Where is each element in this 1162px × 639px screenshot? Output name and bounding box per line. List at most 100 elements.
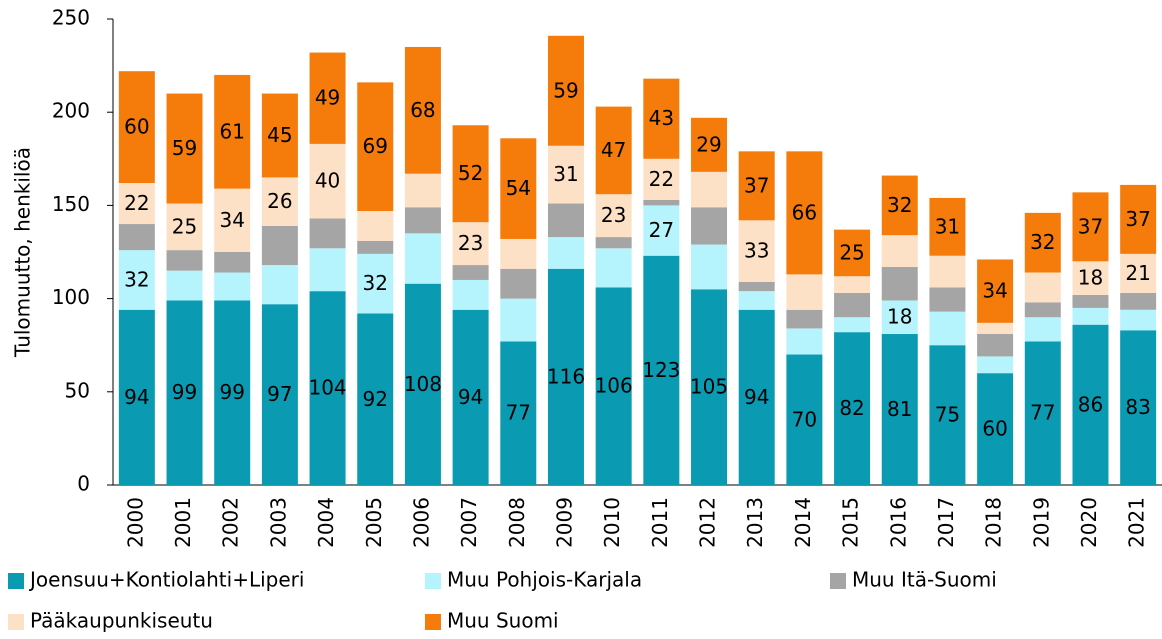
data-label: 37 xyxy=(1078,214,1103,238)
bar-segment xyxy=(118,183,155,225)
bar-segment xyxy=(786,274,823,310)
x-tick-label: 2000 xyxy=(123,497,147,548)
bar-segment xyxy=(834,293,871,318)
bar-segment xyxy=(929,287,966,312)
data-label: 99 xyxy=(172,380,197,404)
bar-segment xyxy=(309,143,346,219)
bar-segment xyxy=(834,317,871,333)
data-label: 33 xyxy=(744,239,769,263)
data-label: 52 xyxy=(458,161,483,185)
bar-segment xyxy=(404,173,441,208)
y-tick-label: 150 xyxy=(52,192,90,216)
bar-segment xyxy=(452,125,489,223)
bar-segment xyxy=(500,238,537,269)
data-label: 106 xyxy=(595,374,633,398)
bar-segment xyxy=(738,220,775,282)
x-tick-label: 2021 xyxy=(1125,497,1149,548)
data-label: 83 xyxy=(1125,395,1150,419)
x-tick-label: 2015 xyxy=(839,497,863,548)
bar-segment xyxy=(214,252,251,273)
bar-segment xyxy=(309,52,346,144)
bar-segment xyxy=(881,300,918,335)
bar-segment xyxy=(261,177,298,226)
data-label: 99 xyxy=(219,380,244,404)
y-tick-label: 100 xyxy=(52,285,90,309)
data-label: 25 xyxy=(172,214,197,238)
bar-segment xyxy=(691,117,728,172)
x-tick-label: 2002 xyxy=(219,497,243,548)
bar-segment xyxy=(1072,307,1109,325)
bar-segment xyxy=(214,188,251,252)
bar-segment xyxy=(309,218,346,249)
data-label: 37 xyxy=(744,173,769,197)
bar-segment xyxy=(595,287,632,485)
data-label: 75 xyxy=(935,403,960,427)
bar-segment xyxy=(309,248,346,292)
bar-segment xyxy=(1120,293,1157,310)
x-tick-label: 2006 xyxy=(409,497,433,548)
bar-segment xyxy=(500,341,537,485)
data-label: 29 xyxy=(696,132,721,156)
bar-segment xyxy=(929,255,966,288)
bar-segment xyxy=(166,203,203,251)
x-tick-label: 2004 xyxy=(314,497,338,548)
x-tick-label: 2013 xyxy=(743,497,767,548)
data-label: 70 xyxy=(792,407,817,431)
bar-segment xyxy=(1024,212,1061,273)
x-tick-label: 2008 xyxy=(505,497,529,548)
x-tick-label: 2001 xyxy=(171,497,195,548)
legend-label: Muu Itä-Suomi xyxy=(852,568,997,592)
data-label: 66 xyxy=(792,200,817,224)
data-label: 32 xyxy=(887,193,912,217)
bar-segment xyxy=(261,93,298,178)
data-label: 32 xyxy=(363,271,388,295)
bar-segment xyxy=(977,373,1014,485)
bar-segment xyxy=(834,332,871,485)
x-tick-label: 2010 xyxy=(600,497,624,548)
data-label: 77 xyxy=(506,401,531,425)
x-tick-label: 2009 xyxy=(552,497,576,548)
data-label: 49 xyxy=(315,86,340,110)
bar-segment xyxy=(595,194,632,238)
data-label: 27 xyxy=(649,218,674,242)
data-label: 69 xyxy=(363,134,388,158)
bar-segment xyxy=(452,309,489,485)
x-tick-label: 2011 xyxy=(648,497,672,548)
data-label: 105 xyxy=(690,375,728,399)
bar-segment xyxy=(643,158,680,200)
bar-segment xyxy=(1120,330,1157,485)
data-label: 116 xyxy=(547,364,585,388)
bar-segment xyxy=(547,237,584,269)
bar-segment xyxy=(357,210,394,241)
bar-segment xyxy=(357,253,394,314)
bar-segment xyxy=(977,334,1014,357)
data-label: 34 xyxy=(982,279,1007,303)
data-label: 123 xyxy=(642,358,680,382)
bar-segment xyxy=(118,224,155,251)
x-tick-label: 2003 xyxy=(266,497,290,548)
bar-segment xyxy=(214,300,251,485)
x-tick-label: 2019 xyxy=(1029,497,1053,548)
bar-segment xyxy=(500,268,537,299)
data-label: 68 xyxy=(410,98,435,122)
bar-segment xyxy=(691,207,728,245)
bar-segment xyxy=(500,138,537,239)
data-label: 22 xyxy=(649,167,674,191)
bar-segment xyxy=(166,93,203,204)
bar-segment xyxy=(214,74,251,189)
legend-label: Muu Suomi xyxy=(447,609,559,633)
bar-segment xyxy=(881,334,918,485)
bar-segment xyxy=(691,244,728,290)
bar-segment xyxy=(881,235,918,267)
data-label: 45 xyxy=(267,123,292,147)
bar-segment xyxy=(738,309,775,485)
bar-segment xyxy=(738,151,775,221)
x-tick-label: 2016 xyxy=(886,497,910,548)
data-label: 97 xyxy=(267,382,292,406)
bar-segment xyxy=(118,71,155,184)
bar-segment xyxy=(1072,294,1109,308)
data-label: 104 xyxy=(308,376,346,400)
bar-segment xyxy=(357,82,394,211)
bar-segment xyxy=(404,233,441,284)
bar-segment xyxy=(547,35,584,146)
